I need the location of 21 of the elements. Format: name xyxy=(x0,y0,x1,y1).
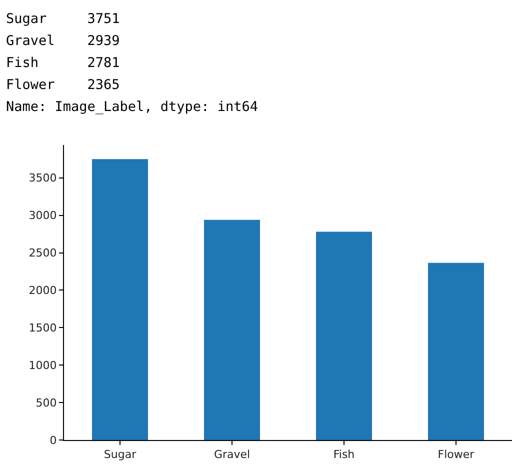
text: Name: Image_Label, dtype: int64 xyxy=(6,98,258,117)
y-tick-label: 0 xyxy=(50,434,57,447)
y-tick-label: 3500 xyxy=(28,172,57,185)
bar xyxy=(316,232,372,440)
x-tick-label: Gravel xyxy=(214,448,250,462)
text: Flower 2365 xyxy=(6,76,121,95)
bar xyxy=(428,262,484,440)
y-tick-label: 1500 xyxy=(28,322,57,335)
y-tick-label: 3000 xyxy=(28,209,57,222)
x-tick-label: Flower xyxy=(438,448,475,462)
y-tick-label: 2000 xyxy=(28,284,57,298)
bar xyxy=(204,220,260,440)
y-tick-label: 500 xyxy=(36,396,57,410)
bar xyxy=(92,159,148,440)
x-tick-label: Sugar xyxy=(104,448,137,462)
y-tick-label: 2500 xyxy=(28,246,57,260)
x-tick-label: Fish xyxy=(333,448,355,462)
text: Sugar 3751 xyxy=(6,10,121,29)
y-tick-label: 1000 xyxy=(28,358,57,372)
text: Fish 2781 xyxy=(6,54,121,73)
text: Gravel 2939 xyxy=(6,32,121,51)
